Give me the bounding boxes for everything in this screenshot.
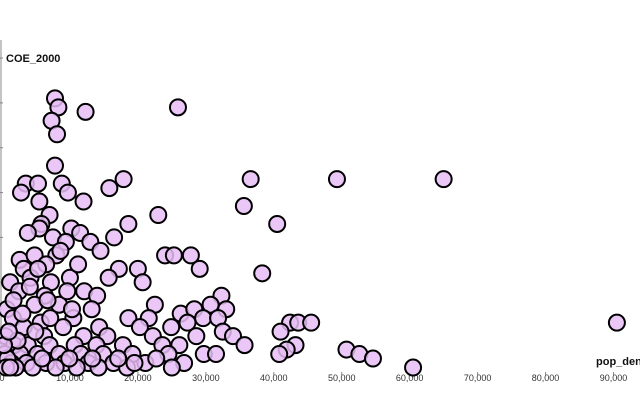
data-point bbox=[100, 179, 119, 198]
data-point bbox=[434, 170, 453, 189]
data-point bbox=[20, 277, 39, 296]
data-point bbox=[607, 313, 626, 332]
data-point bbox=[26, 322, 45, 341]
data-point bbox=[30, 192, 49, 211]
data-point bbox=[149, 206, 168, 224]
x-axis: 0 10,000 20,000 30,000 40,000 50,000 60,000 70,… bbox=[0, 356, 640, 383]
data-point bbox=[58, 183, 77, 202]
data-point bbox=[164, 246, 183, 265]
data-point bbox=[327, 170, 346, 189]
data-point bbox=[76, 102, 95, 121]
x-tick-label: 0 bbox=[0, 373, 5, 383]
data-point bbox=[207, 345, 226, 364]
data-point bbox=[62, 300, 81, 319]
y-axis: COE_2000 bbox=[0, 40, 60, 373]
data-points bbox=[0, 89, 626, 377]
x-ticks: 0 10,000 20,000 30,000 40,000 50,000 60,000 70,… bbox=[0, 372, 627, 383]
data-point bbox=[69, 255, 88, 274]
data-point bbox=[241, 170, 260, 189]
data-point bbox=[83, 349, 102, 368]
data-point bbox=[105, 228, 124, 247]
data-point bbox=[224, 327, 243, 346]
data-point bbox=[187, 327, 206, 346]
data-point bbox=[253, 264, 272, 283]
data-point bbox=[74, 192, 93, 211]
data-point bbox=[194, 309, 213, 328]
data-point bbox=[58, 282, 77, 301]
data-point bbox=[41, 309, 60, 328]
data-point bbox=[119, 309, 138, 328]
data-point bbox=[130, 318, 149, 337]
data-point bbox=[48, 125, 67, 144]
data-point bbox=[38, 291, 57, 310]
data-point bbox=[29, 174, 48, 193]
x-tick-label: 30,000 bbox=[192, 373, 220, 383]
data-point bbox=[99, 268, 118, 287]
data-point bbox=[33, 349, 52, 368]
data-point bbox=[162, 318, 181, 337]
data-point bbox=[45, 156, 64, 175]
data-point bbox=[162, 358, 181, 377]
data-point bbox=[302, 313, 321, 332]
data-point bbox=[270, 345, 289, 364]
data-point bbox=[1, 358, 20, 377]
data-point bbox=[18, 223, 37, 242]
data-point bbox=[181, 246, 200, 265]
data-point bbox=[82, 300, 101, 319]
data-point bbox=[13, 304, 32, 323]
x-tick-label: 50,000 bbox=[328, 373, 356, 383]
data-point bbox=[29, 259, 48, 278]
data-point bbox=[51, 241, 70, 260]
data-point bbox=[0, 322, 18, 341]
data-point bbox=[363, 349, 382, 368]
data-point bbox=[404, 358, 423, 377]
data-point bbox=[178, 313, 197, 332]
data-point bbox=[125, 354, 144, 373]
x-tick-label: 80,000 bbox=[532, 373, 560, 383]
data-point bbox=[235, 336, 254, 355]
x-tick-label: 10,000 bbox=[56, 373, 84, 383]
data-point bbox=[91, 241, 110, 260]
data-point bbox=[4, 291, 23, 310]
data-point bbox=[114, 170, 133, 189]
data-point bbox=[268, 214, 287, 233]
x-tick-label: 60,000 bbox=[396, 373, 424, 383]
x-tick-label: 40,000 bbox=[260, 373, 288, 383]
data-point bbox=[190, 259, 209, 278]
x-tick-label: 20,000 bbox=[124, 373, 152, 383]
data-point bbox=[109, 349, 128, 368]
data-point bbox=[271, 322, 290, 341]
data-point bbox=[46, 358, 65, 377]
data-point bbox=[54, 318, 73, 337]
data-point bbox=[12, 183, 31, 202]
data-point bbox=[234, 197, 253, 216]
data-point bbox=[147, 349, 166, 368]
data-point bbox=[168, 98, 187, 117]
x-tick-label: 70,000 bbox=[464, 373, 492, 383]
y-axis-title: COE_2000 bbox=[6, 53, 60, 65]
data-point bbox=[119, 214, 138, 233]
x-axis-title: pop_den bbox=[596, 356, 640, 368]
data-point bbox=[133, 273, 152, 292]
data-point bbox=[60, 349, 79, 368]
x-tick-label: 90,000 bbox=[600, 373, 628, 383]
